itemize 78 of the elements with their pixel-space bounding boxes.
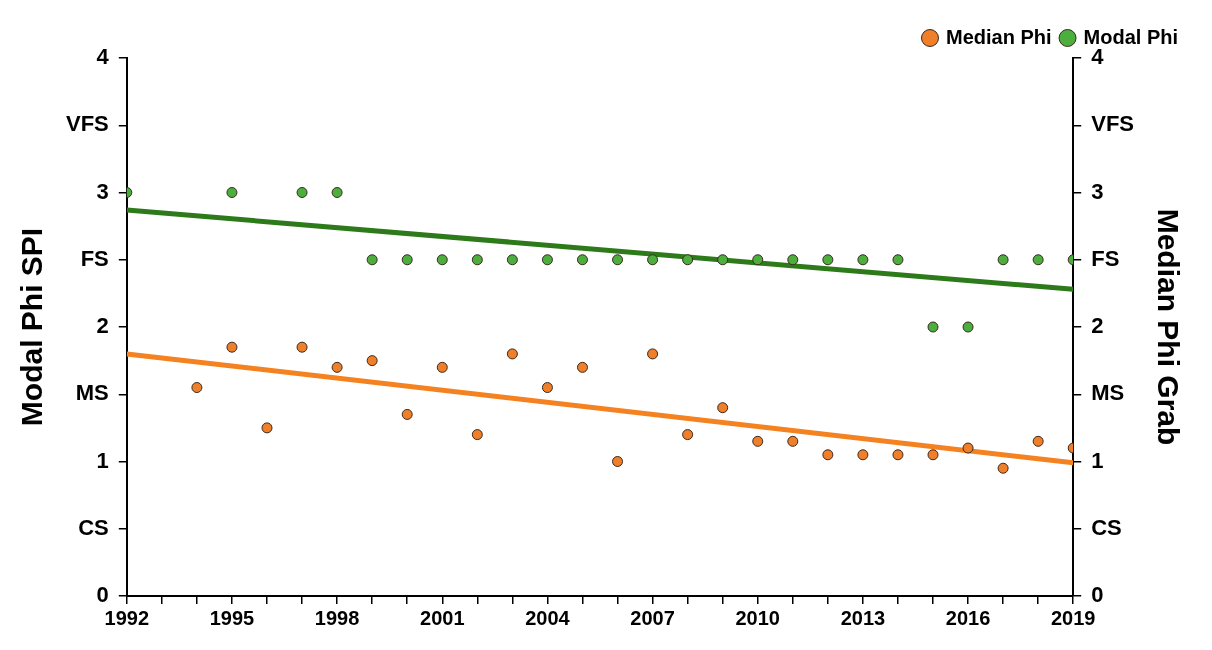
point bbox=[927, 321, 939, 333]
x-tick-label: 2004 bbox=[525, 606, 571, 629]
y2-tick-label: CS bbox=[1091, 514, 1122, 540]
x-tick-label: 1995 bbox=[209, 606, 255, 629]
point bbox=[331, 187, 343, 198]
point bbox=[401, 254, 413, 266]
x-tick-label: 2013 bbox=[840, 606, 886, 629]
point bbox=[612, 254, 624, 266]
point bbox=[682, 254, 694, 266]
y2-tick-label: 1 bbox=[1091, 447, 1104, 473]
point bbox=[506, 254, 518, 266]
y-tick-label: VFS bbox=[65, 111, 109, 137]
point bbox=[541, 254, 553, 266]
point bbox=[366, 355, 378, 367]
point bbox=[576, 361, 588, 373]
point bbox=[857, 254, 869, 266]
y-axis-title: Modal Phi SPI bbox=[15, 227, 49, 427]
point bbox=[296, 187, 308, 198]
point bbox=[261, 422, 273, 434]
y-tick-label: 2 bbox=[96, 313, 109, 339]
point bbox=[962, 442, 974, 454]
y-tick-label: FS bbox=[80, 245, 109, 271]
x-tick-label: 2019 bbox=[1050, 606, 1096, 629]
x-tick-label: 2001 bbox=[420, 606, 465, 629]
point bbox=[717, 402, 729, 414]
x-tick-label: 1992 bbox=[104, 606, 150, 629]
point bbox=[892, 449, 904, 461]
point bbox=[857, 449, 869, 461]
point bbox=[822, 254, 834, 266]
point bbox=[927, 449, 939, 461]
point bbox=[296, 341, 308, 353]
point bbox=[752, 435, 764, 447]
point bbox=[471, 429, 483, 441]
point bbox=[331, 361, 343, 373]
point bbox=[997, 462, 1009, 474]
point bbox=[717, 254, 729, 266]
point bbox=[1032, 435, 1044, 447]
point bbox=[471, 254, 483, 266]
x-tick-label: 1998 bbox=[314, 606, 360, 629]
point bbox=[1032, 254, 1044, 266]
point bbox=[892, 254, 904, 266]
y-tick-label: CS bbox=[78, 514, 109, 540]
y-tick-label: 3 bbox=[96, 178, 109, 204]
point bbox=[752, 254, 764, 266]
point bbox=[962, 321, 974, 333]
point bbox=[682, 429, 694, 441]
point bbox=[787, 435, 799, 447]
x-tick-label: 2007 bbox=[630, 606, 675, 629]
x-tick-label: 2016 bbox=[945, 606, 991, 629]
y2-tick-label: 3 bbox=[1091, 178, 1104, 204]
point bbox=[612, 456, 624, 467]
point bbox=[226, 341, 238, 353]
y-tick-label: 0 bbox=[96, 582, 109, 608]
y2-tick-label: MS bbox=[1091, 380, 1125, 406]
point bbox=[576, 254, 588, 266]
y2-tick-label: 2 bbox=[1091, 313, 1104, 339]
y2-tick-label: VFS bbox=[1091, 111, 1135, 137]
point bbox=[822, 449, 834, 461]
y2-tick-label: FS bbox=[1091, 245, 1120, 271]
point bbox=[541, 382, 553, 394]
y-tick-label: MS bbox=[75, 380, 109, 406]
x-tick-label: 2010 bbox=[735, 606, 780, 629]
y-tick-label: 4 bbox=[96, 44, 110, 70]
point bbox=[436, 361, 448, 373]
point bbox=[506, 348, 518, 360]
point bbox=[997, 254, 1009, 266]
y2-tick-label: 0 bbox=[1091, 582, 1104, 608]
point bbox=[191, 382, 203, 394]
point bbox=[366, 254, 378, 266]
point bbox=[401, 408, 413, 420]
y-tick-label: 1 bbox=[96, 447, 109, 473]
point bbox=[226, 187, 238, 198]
point bbox=[787, 254, 799, 266]
legend-label: Median Phi bbox=[945, 25, 1052, 48]
point bbox=[647, 348, 659, 360]
y2-axis-title: Median Phi Grab bbox=[1151, 208, 1185, 446]
point bbox=[647, 254, 659, 266]
point bbox=[436, 254, 448, 266]
